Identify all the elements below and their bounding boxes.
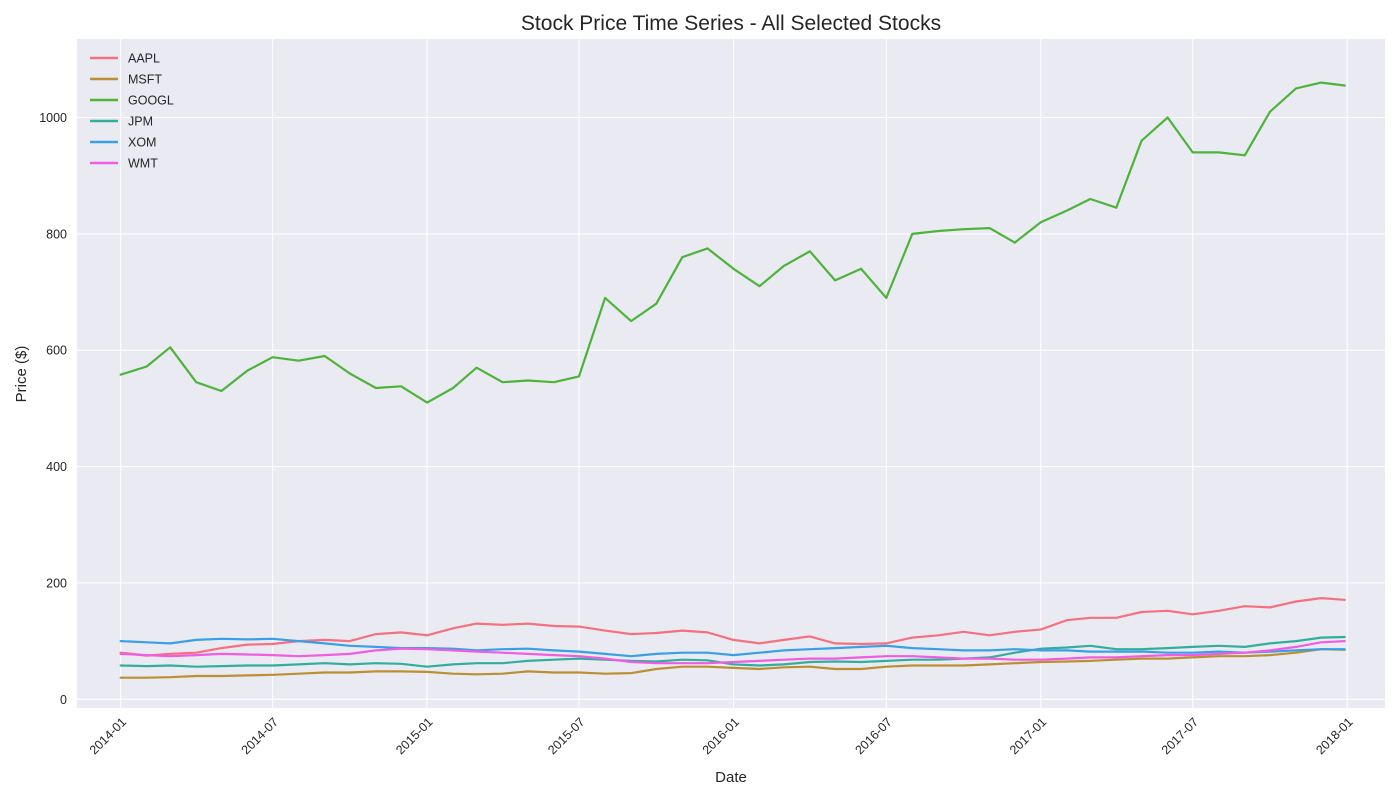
y-tick-label: 400 xyxy=(46,460,67,474)
x-tick-label: 2014-01 xyxy=(87,715,129,757)
chart-title: Stock Price Time Series - All Selected S… xyxy=(521,12,941,35)
grid xyxy=(77,39,1385,708)
y-tick-label: 1000 xyxy=(39,111,67,125)
legend: AAPL MSFT GOOGL JPM XOM WMT xyxy=(90,52,174,171)
x-axis-label: Date xyxy=(715,769,747,786)
series-line-googl xyxy=(119,81,1346,404)
series-lines xyxy=(119,81,1346,679)
legend-label-googl: GOOGL xyxy=(128,94,174,108)
legend-label-wmt: WMT xyxy=(128,157,158,171)
legend-label-msft: MSFT xyxy=(128,73,162,87)
series-line-aapl xyxy=(119,597,1346,657)
y-tick-label: 0 xyxy=(60,693,67,707)
x-tick-label: 2018-01 xyxy=(1313,715,1355,757)
x-tick-label: 2016-07 xyxy=(852,715,894,757)
x-tick-label: 2014-07 xyxy=(239,715,281,757)
y-axis-label: Price ($) xyxy=(13,346,30,403)
x-tick-label: 2017-01 xyxy=(1007,715,1049,757)
y-tick-label: 200 xyxy=(46,576,67,590)
series-line-wmt xyxy=(119,640,1346,665)
legend-label-jpm: JPM xyxy=(128,115,153,129)
x-tick-label: 2015-07 xyxy=(545,715,587,757)
series-line-msft xyxy=(119,648,1346,679)
plot-area xyxy=(77,39,1385,708)
x-tick-label: 2017-07 xyxy=(1159,715,1201,757)
legend-label-xom: XOM xyxy=(128,136,156,150)
x-tick-label: 2016-01 xyxy=(700,715,742,757)
x-tick-label: 2015-01 xyxy=(393,715,435,757)
y-tick-label: 800 xyxy=(46,227,67,241)
series-line-xom xyxy=(119,637,1346,658)
legend-label-aapl: AAPL xyxy=(128,52,160,66)
series-line-jpm xyxy=(119,635,1346,668)
y-tick-label: 600 xyxy=(46,344,67,358)
